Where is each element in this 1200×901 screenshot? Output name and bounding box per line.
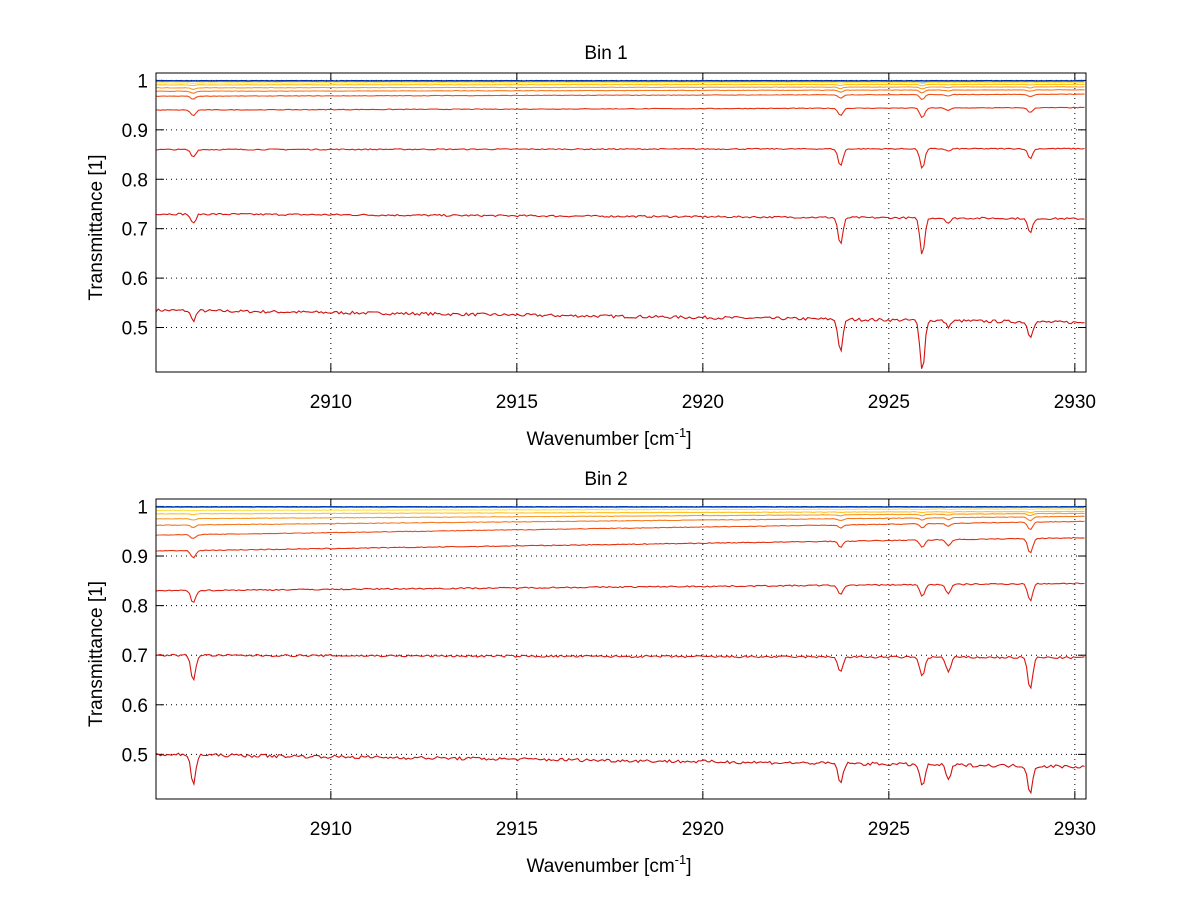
x-tick-label: 2930 (1054, 392, 1096, 413)
x-axis-label-superscript: -1 (675, 852, 687, 867)
y-tick-label: 1 (137, 71, 148, 92)
series-line-curve-5 (156, 520, 1085, 539)
x-tick-label: 2910 (310, 819, 352, 840)
series-line-curve-8 (156, 83, 1085, 87)
axes-box (155, 72, 1087, 373)
y-tick-label: 0.7 (122, 646, 148, 667)
chart-title: Bin 2 (584, 469, 627, 490)
x-tick-label: 2930 (1054, 819, 1096, 840)
y-tick-label: 0.9 (122, 121, 148, 142)
x-tick-label: 2920 (682, 819, 724, 840)
series-line-curve-3 (156, 147, 1085, 170)
chart-title: Bin 1 (584, 43, 627, 64)
series-line-curve-8 (156, 510, 1085, 516)
x-axis-label: Wavenumber [cm-1] (526, 425, 691, 450)
series-line-curve-3 (156, 582, 1085, 603)
series-line-curve-4 (156, 106, 1085, 119)
y-tick-label: 0.6 (122, 269, 148, 290)
x-axis-label-main: Wavenumber [cm (526, 856, 674, 877)
x-tick-label: 2925 (868, 392, 910, 413)
y-tick-label: 0.6 (122, 696, 148, 717)
y-tick-label: 0.9 (122, 547, 148, 568)
subplot-1: 2910 2915 2920 2925 2930 0.5 0.6 0.7 0.8 0.9 1 Bin … (86, 43, 1096, 450)
series-line-curve-4 (156, 536, 1085, 559)
x-axis-label-end: ] (686, 429, 691, 450)
series-line-curve-7 (156, 512, 1085, 521)
x-tick-label: 2915 (496, 392, 538, 413)
y-tick-label: 0.8 (122, 597, 148, 618)
x-axis-label-superscript: -1 (675, 425, 687, 440)
series-line-curve-7 (156, 86, 1085, 90)
x-tick-label: 2925 (868, 819, 910, 840)
y-tick-label: 1 (137, 497, 148, 518)
series-line-curve-2 (156, 653, 1085, 690)
series-line-curve-6 (156, 515, 1085, 529)
series-line-curve-6 (156, 89, 1085, 94)
x-tick-label: 2915 (496, 819, 538, 840)
series-line-curve-9 (156, 81, 1085, 84)
x-axis-label: Wavenumber [cm-1] (526, 852, 691, 877)
y-tick-label: 0.7 (122, 220, 148, 241)
y-tick-label: 0.8 (122, 170, 148, 191)
y-tick-label: 0.5 (122, 319, 148, 340)
y-axis-label: Transmittance [1] (86, 154, 107, 300)
x-axis-label-end: ] (686, 856, 691, 877)
series-line-curve-1 (156, 308, 1085, 369)
series-line-curve-10 (156, 80, 1085, 83)
y-axis-label: Transmittance [1] (86, 581, 107, 727)
axes-box (155, 498, 1087, 800)
subplot-2: 2910 2915 2920 2925 2930 0.5 0.6 0.7 0.8 0.9 1 Bin … (86, 469, 1096, 877)
series-line-curve-2 (156, 212, 1085, 255)
x-tick-label: 2910 (310, 392, 352, 413)
series-line-curve-5 (156, 93, 1085, 101)
x-axis-label-main: Wavenumber [cm (526, 429, 674, 450)
series-line-curve-9 (156, 508, 1085, 512)
y-tick-label: 0.5 (122, 745, 148, 766)
series-line-curve-1 (156, 752, 1085, 795)
x-tick-label: 2920 (682, 392, 724, 413)
